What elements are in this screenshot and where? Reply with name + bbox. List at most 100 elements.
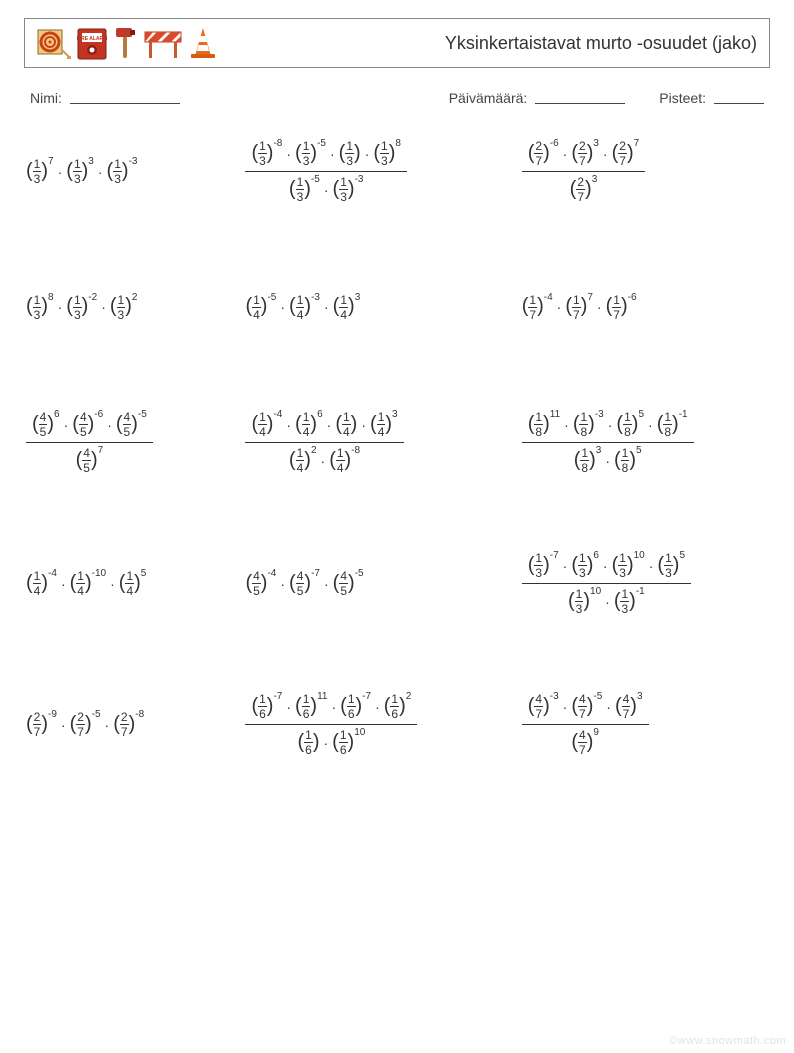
date-label: Päivämäärä: — [449, 90, 528, 106]
name-label: Nimi: — [30, 90, 62, 106]
worksheet-page: FIRE ALARM — [0, 0, 794, 1053]
fraction-power-term: (27)-6 — [528, 140, 559, 167]
fire-alarm-icon: FIRE ALARM — [77, 28, 107, 60]
problem-cell: (27)-6·(27)3·(27)7(27)3 — [522, 136, 768, 207]
fraction-power-term: (27)-5 — [70, 711, 101, 738]
problem-cell: (27)-9·(27)-5·(27)-8 — [26, 689, 215, 760]
fraction-power-term: (27)3 — [571, 140, 599, 167]
fraction-power-term: (13)7 — [26, 158, 54, 185]
problem-quotient: (27)-6·(27)3·(27)7(27)3 — [522, 136, 645, 207]
problem-cell: (45)-4·(45)-7·(45)-5 — [245, 548, 491, 619]
problem-cell: (13)8·(13)-2·(13)2 — [26, 277, 215, 337]
problem-cell: (18)11·(18)-3·(18)5·(18)-1(18)3·(18)5 — [522, 407, 768, 478]
fraction-power-term: (13) — [339, 140, 361, 167]
problem-cell: (16)-7·(16)11·(16)-7·(16)2(16)·(16)10 — [245, 689, 491, 760]
score-blank[interactable] — [714, 90, 764, 104]
problem-quotient: (13)-7·(13)6·(13)10·(13)5(13)10·(13)-1 — [522, 548, 691, 619]
problem-cell: (14)-4·(14)6·(14)·(14)3(14)2·(14)-8 — [245, 407, 491, 478]
problem-cell: (14)-4·(14)-10·(14)5 — [26, 548, 215, 619]
fraction-power-term: (14)-4 — [26, 570, 57, 597]
fraction-power-term: (47)-3 — [528, 693, 559, 720]
fraction-power-term: (13)-7 — [528, 552, 559, 579]
problem-cell: (14)-5·(14)-3·(14)3 — [245, 277, 491, 337]
fraction-power-term: (14)-3 — [289, 294, 320, 321]
fraction-power-term: (13)-2 — [66, 294, 97, 321]
fraction-power-term: (14)-5 — [245, 294, 276, 321]
fraction-power-term: (45)-6 — [72, 411, 103, 438]
fraction-power-term: (13)8 — [26, 294, 54, 321]
name-blank[interactable] — [70, 90, 180, 104]
fraction-power-term: (17)7 — [565, 294, 593, 321]
header-icons: FIRE ALARM — [37, 26, 217, 60]
problem-quotient: (16)-7·(16)11·(16)-7·(16)2(16)·(16)10 — [245, 689, 417, 760]
fraction-power-term: (45)7 — [76, 447, 104, 474]
cone-icon — [189, 26, 217, 60]
fraction-power-term: (18)3 — [574, 447, 602, 474]
fraction-power-term: (13)2 — [110, 294, 138, 321]
problem-cell: (47)-3·(47)-5·(47)3(47)9 — [522, 689, 768, 760]
info-row: Nimi: Päivämäärä: Pisteet: — [30, 90, 764, 106]
fraction-power-term: (17)-6 — [606, 294, 637, 321]
problem-cell: (45)6·(45)-6·(45)-5(45)7 — [26, 407, 215, 478]
fraction-power-term: (27)-9 — [26, 711, 57, 738]
fraction-power-term: (14)6 — [295, 411, 323, 438]
fraction-power-term: (47)3 — [615, 693, 643, 720]
fraction-power-term: (13)-5 — [295, 140, 326, 167]
fraction-power-term: (45)6 — [32, 411, 60, 438]
fraction-power-term: (16) — [297, 729, 319, 756]
header: FIRE ALARM — [24, 18, 770, 68]
fraction-power-term: (45)-4 — [245, 570, 276, 597]
fraction-power-term: (13)6 — [571, 552, 599, 579]
fraction-power-term: (45)-7 — [289, 570, 320, 597]
fraction-power-term: (14)3 — [333, 294, 361, 321]
fraction-power-term: (13)-3 — [333, 176, 364, 203]
fraction-power-term: (13)-8 — [251, 140, 282, 167]
fraction-power-term: (18)-3 — [573, 411, 604, 438]
problem-row: (13)8·(13)-2·(13)2 (14)-5·(14)-3·(14)3 (17… — [26, 277, 768, 337]
problem-row: (45)6·(45)-6·(45)-5(45)7(14)-4·(14)6·(14… — [26, 407, 768, 478]
hose-icon — [37, 28, 71, 60]
fraction-power-term: (27)7 — [612, 140, 640, 167]
problem-row: (27)-9·(27)-5·(27)-8 (16)-7·(16)11·(16)-7… — [26, 689, 768, 760]
problem-quotient: (18)11·(18)-3·(18)5·(18)-1(18)3·(18)5 — [522, 407, 694, 478]
fraction-power-term: (14)2 — [289, 447, 317, 474]
problem-cell: (13)-8·(13)-5·(13)·(13)8(13)-5·(13)-3 — [245, 136, 491, 207]
fraction-power-term: (14)3 — [370, 411, 398, 438]
hammer-icon — [113, 26, 137, 60]
problem-quotient: (45)6·(45)-6·(45)-5(45)7 — [26, 407, 153, 478]
fraction-power-term: (16)10 — [332, 729, 365, 756]
fraction-power-term: (13)-3 — [107, 158, 138, 185]
watermark: ©www.snowmath.com — [669, 1035, 786, 1047]
fraction-power-term: (16)-7 — [251, 693, 282, 720]
fraction-power-term: (27)-8 — [113, 711, 144, 738]
fraction-power-term: (18)5 — [614, 447, 642, 474]
fraction-power-term: (14)-4 — [251, 411, 282, 438]
fraction-power-term: (14) — [335, 411, 357, 438]
fraction-power-term: (13)-1 — [614, 588, 645, 615]
fraction-power-term: (18)5 — [616, 411, 644, 438]
svg-text:FIRE ALARM: FIRE ALARM — [77, 36, 107, 42]
score-label: Pisteet: — [659, 90, 706, 106]
fraction-power-term: (17)-4 — [522, 294, 553, 321]
problem-quotient: (47)-3·(47)-5·(47)3(47)9 — [522, 689, 649, 760]
fraction-power-term: (13)8 — [373, 140, 401, 167]
barrier-icon — [143, 28, 183, 60]
fraction-power-term: (14)-8 — [329, 447, 360, 474]
fraction-power-term: (27)3 — [570, 176, 598, 203]
worksheet-title: Yksinkertaistavat murto -osuudet (jako) — [445, 33, 757, 54]
fraction-power-term: (45)-5 — [333, 570, 364, 597]
fraction-power-term: (13)10 — [568, 588, 601, 615]
date-blank[interactable] — [535, 90, 625, 104]
fraction-power-term: (45)-5 — [116, 411, 147, 438]
problem-row: (13)7·(13)3·(13)-3(13)-8·(13)-5·(13)·(13… — [26, 136, 768, 207]
problem-row: (14)-4·(14)-10·(14)5 (45)-4·(45)-7·(45)-5… — [26, 548, 768, 619]
problem-cell: (13)7·(13)3·(13)-3 — [26, 136, 215, 207]
fraction-power-term: (14)-10 — [70, 570, 106, 597]
problem-quotient: (14)-4·(14)6·(14)·(14)3(14)2·(14)-8 — [245, 407, 403, 478]
fraction-power-term: (18)-1 — [657, 411, 688, 438]
fraction-power-term: (18)11 — [528, 411, 560, 438]
fraction-power-term: (16)11 — [295, 693, 327, 720]
problem-quotient: (13)-8·(13)-5·(13)·(13)8(13)-5·(13)-3 — [245, 136, 407, 207]
fraction-power-term: (13)-5 — [289, 176, 320, 203]
fraction-power-term: (16)-7 — [340, 693, 371, 720]
